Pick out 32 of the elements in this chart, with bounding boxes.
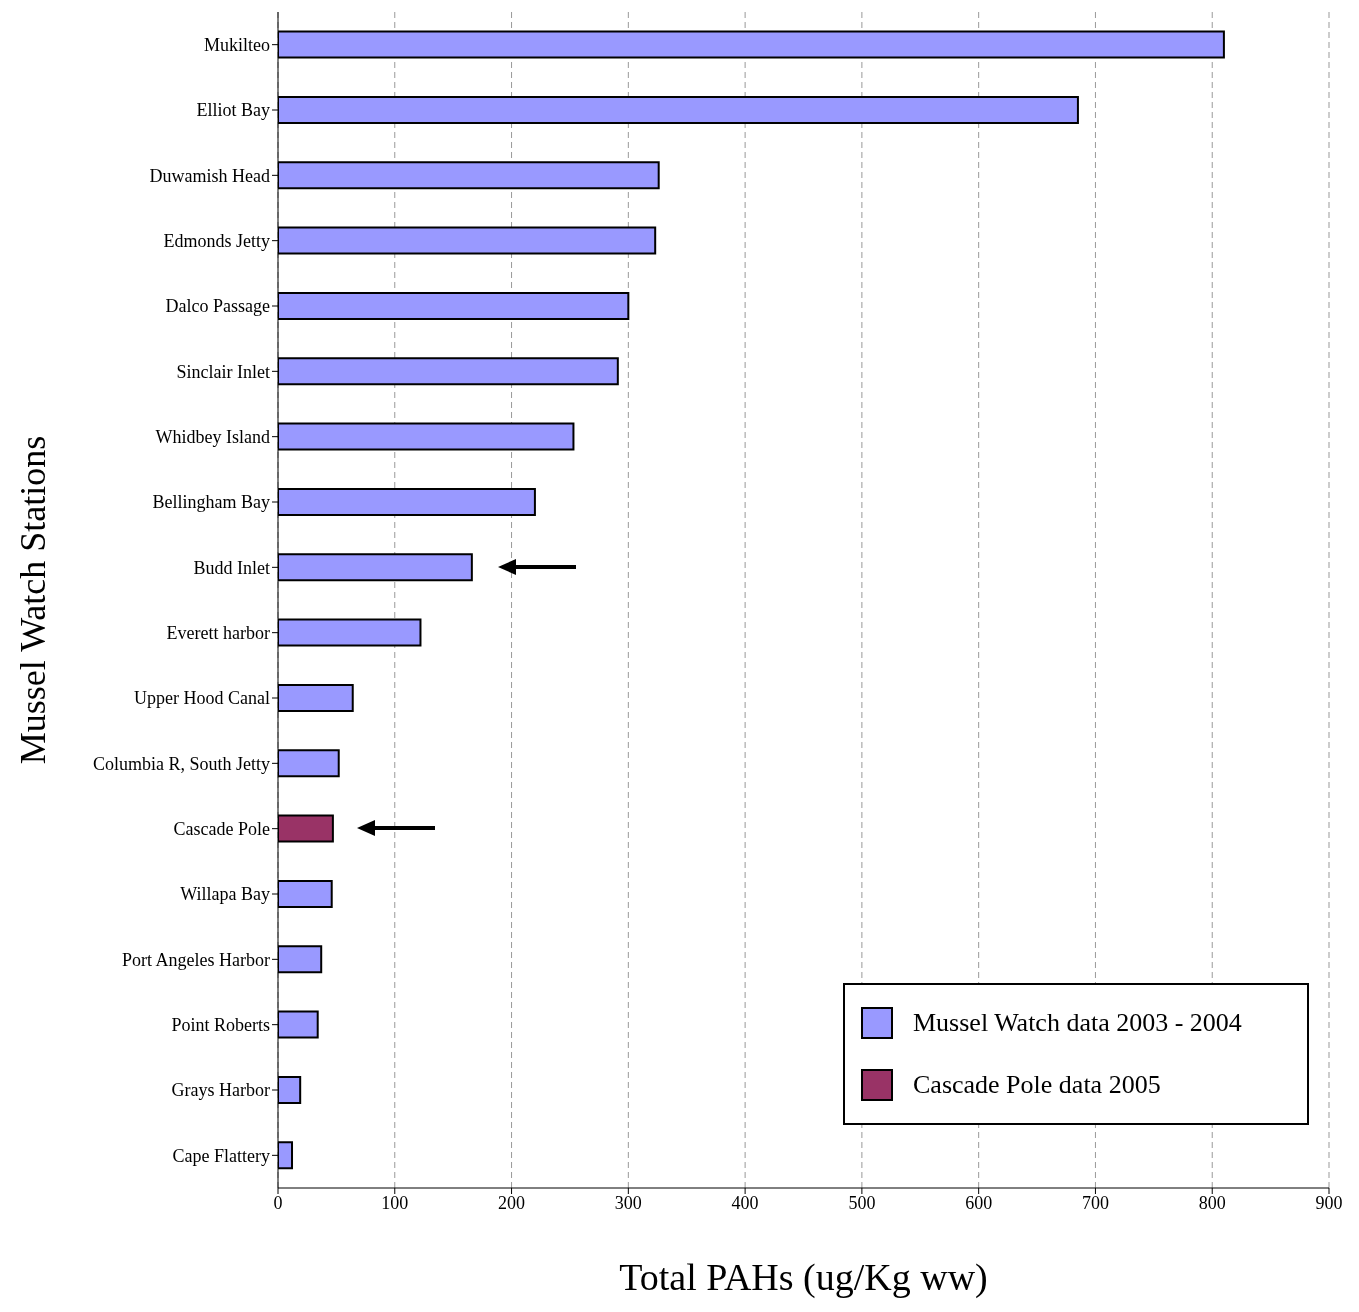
y-tick-label: Bellingham Bay (152, 492, 270, 513)
y-tick-label: Port Angeles Harbor (122, 949, 270, 970)
y-tick-label: Whidbey Island (155, 427, 270, 448)
x-tick-label: 300 (614, 1192, 642, 1213)
y-tick-label: Edmonds Jetty (163, 231, 270, 252)
y-tick-label: Willapa Bay (180, 884, 270, 905)
legend-label: Cascade Pole data 2005 (913, 1070, 1161, 1100)
y-tick-label: Elliot Bay (196, 100, 270, 121)
y-tick-label: Upper Hood Canal (134, 688, 270, 709)
x-tick-label: 200 (498, 1192, 526, 1213)
x-tick-label: 800 (1198, 1192, 1226, 1213)
x-tick-label: 100 (381, 1192, 409, 1213)
y-tick-label: Grays Harbor (171, 1080, 270, 1101)
y-tick-label: Cascade Pole (173, 819, 271, 840)
x-tick-label: 600 (965, 1192, 993, 1213)
x-axis-title: Total PAHs (ug/Kg ww) (619, 1256, 988, 1299)
x-tick-label: 700 (1081, 1192, 1109, 1213)
y-tick-label: Everett harbor (166, 623, 270, 644)
y-tick-label: Mukilteo (204, 35, 270, 56)
y-axis-title: Mussel Watch Stations (12, 435, 53, 765)
y-tick-label: Budd Inlet (193, 557, 270, 578)
x-tick-label: 0 (273, 1192, 283, 1213)
legend-label: Mussel Watch data 2003 - 2004 (913, 1008, 1242, 1038)
y-tick-label: Columbia R, South Jetty (92, 753, 270, 774)
y-tick-label: Point Roberts (171, 1015, 270, 1036)
x-tick-label: 400 (731, 1192, 759, 1213)
y-tick-label: Duwamish Head (149, 165, 270, 186)
y-tick-label: Cape Flattery (172, 1145, 270, 1166)
x-tick-label: 900 (1315, 1192, 1343, 1213)
x-tick-label: 500 (848, 1192, 876, 1213)
y-tick-label: Sinclair Inlet (176, 361, 270, 382)
y-tick-label: Dalco Passage (165, 296, 271, 317)
